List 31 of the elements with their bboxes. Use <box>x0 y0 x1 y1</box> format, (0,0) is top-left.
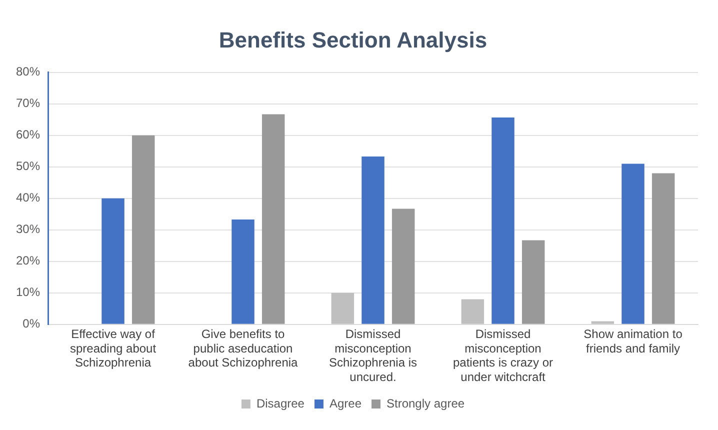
bar <box>461 299 484 324</box>
bar <box>622 164 644 324</box>
legend-label: Strongly agree <box>386 396 465 410</box>
x-tick-label: Show animation to friends and family <box>584 326 683 356</box>
y-tick-label: 80% <box>16 64 40 79</box>
bar <box>652 173 675 324</box>
x-tick-label: Effective way of spreading about Schizophrenia <box>70 326 157 370</box>
bar <box>492 117 514 324</box>
bar <box>262 114 285 324</box>
y-tick-label: 60% <box>16 128 40 142</box>
bar <box>232 220 254 324</box>
bar <box>132 135 155 324</box>
bar <box>522 240 545 324</box>
y-tick-label: 70% <box>16 96 40 110</box>
legend-label: Disagree <box>256 396 305 410</box>
bar <box>102 198 124 324</box>
x-tick-label: Dismissed misconception patients is crazy or under witchcraft <box>452 326 554 384</box>
chart-title: Benefits Section Analysis <box>218 27 488 52</box>
x-tick-label: Give benefits to public aseducation about Schizophrenia <box>188 326 298 370</box>
bar <box>331 292 354 324</box>
y-tick-label: 50% <box>16 159 40 174</box>
x-tick-label: Dismissed misconception Schizophrenia is uncured. <box>328 326 418 384</box>
bar <box>591 321 614 324</box>
y-tick-label: 30% <box>16 222 40 236</box>
bar <box>362 156 384 324</box>
y-tick-label: 40% <box>16 190 40 205</box>
legend-label: Agree <box>329 396 362 410</box>
bar <box>392 208 415 324</box>
y-tick-label: 10% <box>16 285 40 300</box>
y-tick-label: 0% <box>22 316 40 331</box>
y-tick-label: 20% <box>16 254 40 268</box>
